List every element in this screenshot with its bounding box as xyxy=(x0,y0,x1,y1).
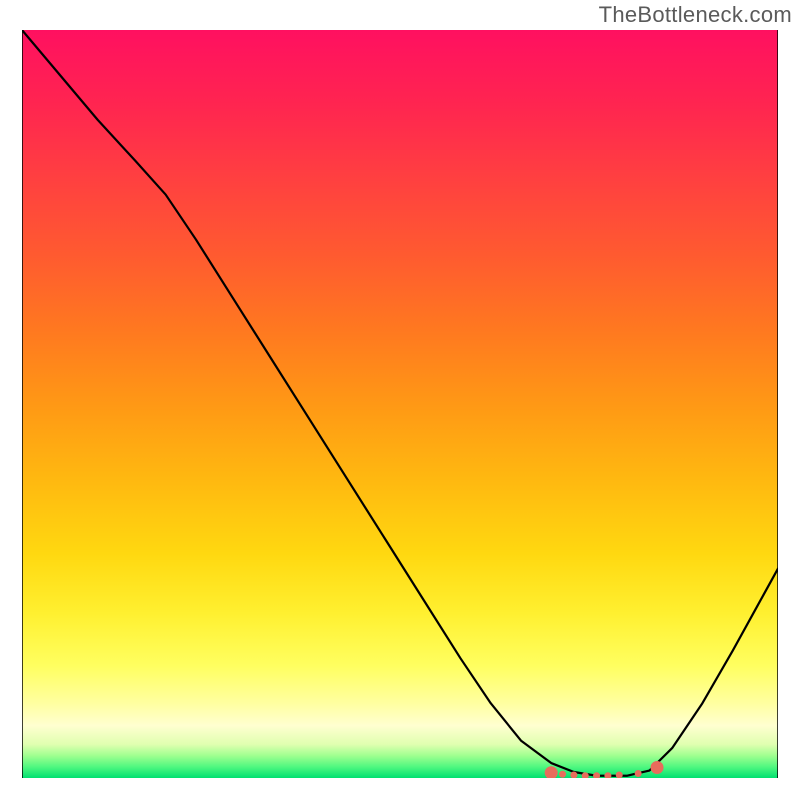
plot-overlay xyxy=(22,30,778,778)
plot-area xyxy=(22,30,778,778)
plot-borders xyxy=(22,30,778,778)
bottleneck-curve xyxy=(22,30,778,776)
watermark-text: TheBottleneck.com xyxy=(599,2,792,28)
